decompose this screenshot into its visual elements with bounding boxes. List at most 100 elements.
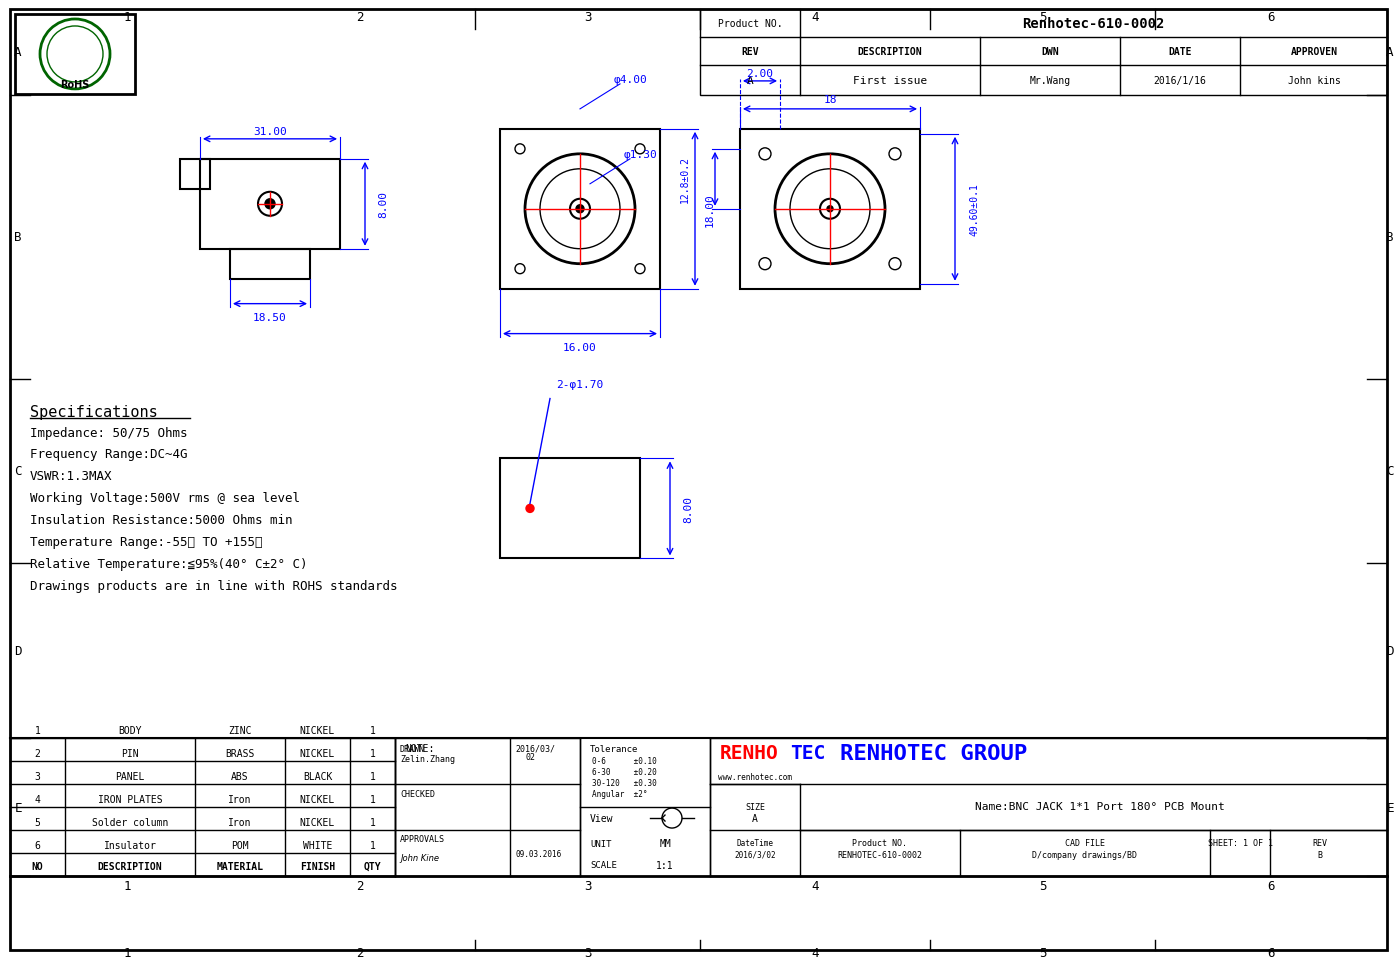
Text: Drawings products are in line with ROHS standards: Drawings products are in line with ROHS …	[29, 579, 398, 593]
Bar	[200, 160, 339, 250]
Text: 1: 1	[370, 840, 376, 850]
Text: 2016/3/02: 2016/3/02	[735, 850, 775, 858]
Text: 3: 3	[35, 772, 41, 781]
Text: Insulator: Insulator	[103, 840, 156, 850]
Text: 2016/03/: 2016/03/	[515, 744, 555, 752]
Text: 8.00: 8.00	[379, 191, 388, 218]
Text: Iron: Iron	[228, 794, 251, 804]
Text: 3: 3	[584, 879, 591, 893]
Text: 09.03.2016: 09.03.2016	[515, 849, 562, 857]
Bar	[500, 130, 659, 289]
Text: RoHS: RoHS	[60, 80, 89, 89]
Text: 4: 4	[812, 879, 819, 893]
Text: APPROVEN: APPROVEN	[1291, 47, 1337, 57]
Text: 3: 3	[584, 947, 591, 959]
Text: 18: 18	[823, 95, 837, 105]
Text: 5: 5	[1039, 12, 1046, 24]
Text: B: B	[1386, 231, 1394, 244]
Circle shape	[827, 207, 833, 212]
Text: DRAWN: DRAWN	[400, 744, 425, 752]
Text: 2: 2	[356, 12, 363, 24]
Text: 2: 2	[356, 879, 363, 893]
Text: 6: 6	[1267, 12, 1274, 24]
Text: Name:BNC JACK 1*1 Port 180° PCB Mount: Name:BNC JACK 1*1 Port 180° PCB Mount	[975, 801, 1225, 811]
Text: 18.50: 18.50	[253, 312, 286, 322]
Text: 4: 4	[812, 12, 819, 24]
Text: 1: 1	[370, 794, 376, 804]
Text: PANEL: PANEL	[116, 772, 145, 781]
Text: NICKEL: NICKEL	[300, 794, 335, 804]
Text: View: View	[590, 813, 613, 824]
Text: REV: REV	[742, 47, 759, 57]
Text: Temperature Range:-55℃ TO +155℃: Temperature Range:-55℃ TO +155℃	[29, 536, 263, 549]
Text: NICKEL: NICKEL	[300, 817, 335, 827]
Text: 49.60±0.1: 49.60±0.1	[970, 184, 981, 236]
Text: E: E	[14, 801, 22, 814]
Text: 5: 5	[35, 817, 41, 827]
Text: 16.00: 16.00	[563, 342, 597, 353]
Text: SHEET: 1 OF 1: SHEET: 1 OF 1	[1207, 838, 1273, 847]
Text: 8.00: 8.00	[683, 496, 693, 523]
Text: Zelin.Zhang: Zelin.Zhang	[400, 753, 455, 763]
Text: Frequency Range:DC~4G: Frequency Range:DC~4G	[29, 448, 187, 461]
Text: 1: 1	[370, 726, 376, 735]
Text: ABS: ABS	[231, 772, 249, 781]
Text: 6: 6	[1267, 879, 1274, 893]
Text: 5: 5	[1039, 947, 1046, 959]
Text: DESCRIPTION: DESCRIPTION	[858, 47, 922, 57]
Text: WHITE: WHITE	[303, 840, 332, 850]
Bar	[740, 130, 921, 289]
Text: DWN: DWN	[1041, 47, 1059, 57]
Text: Product NO.: Product NO.	[852, 838, 908, 847]
Text: 02: 02	[525, 752, 535, 761]
Text: CAD FILE: CAD FILE	[1065, 838, 1105, 847]
Text: DESCRIPTION: DESCRIPTION	[98, 861, 162, 871]
Text: 0-6      ±0.10: 0-6 ±0.10	[592, 756, 657, 765]
Text: SCALE: SCALE	[590, 861, 617, 870]
Text: 1: 1	[35, 726, 41, 735]
Text: D/company drawings/BD: D/company drawings/BD	[1032, 850, 1137, 858]
Bar	[15, 15, 136, 95]
Text: First issue: First issue	[854, 76, 928, 86]
Text: A: A	[752, 813, 759, 824]
Text: 1: 1	[370, 817, 376, 827]
Circle shape	[265, 200, 275, 209]
Text: 31.00: 31.00	[253, 127, 286, 136]
Circle shape	[527, 505, 534, 513]
Text: Product NO.: Product NO.	[718, 19, 782, 29]
Text: B: B	[14, 231, 22, 244]
Text: φ4.00: φ4.00	[613, 75, 647, 85]
Bar	[500, 459, 640, 558]
Text: Working Voltage:500V rms @ sea level: Working Voltage:500V rms @ sea level	[29, 492, 300, 505]
Text: BODY: BODY	[119, 726, 141, 735]
Text: QTY: QTY	[363, 861, 381, 871]
Text: D: D	[14, 645, 22, 657]
Text: 12.8±0.2: 12.8±0.2	[680, 156, 690, 203]
Text: POM: POM	[231, 840, 249, 850]
Text: A: A	[1386, 46, 1394, 60]
Text: UNIT: UNIT	[590, 839, 612, 848]
Text: NICKEL: NICKEL	[300, 726, 335, 735]
Text: RENHOTEC-610-0002: RENHOTEC-610-0002	[837, 850, 922, 858]
Text: ZINC: ZINC	[228, 726, 251, 735]
Text: A: A	[14, 46, 22, 60]
Text: DateTime: DateTime	[736, 838, 774, 847]
Text: CHECKED: CHECKED	[400, 789, 434, 798]
Text: 1: 1	[370, 772, 376, 781]
Text: RENHOTEC GROUP: RENHOTEC GROUP	[840, 744, 1027, 763]
Text: 6: 6	[35, 840, 41, 850]
Text: A: A	[746, 76, 753, 86]
Text: VSWR:1.3MAX: VSWR:1.3MAX	[29, 470, 113, 483]
Text: C: C	[1386, 465, 1394, 478]
Text: Impedance: 50/75 Ohms: Impedance: 50/75 Ohms	[29, 426, 187, 439]
Text: TEC: TEC	[789, 744, 826, 762]
Bar	[180, 160, 210, 189]
Text: APPROVALS: APPROVALS	[400, 833, 446, 843]
Text: 2016/1/16: 2016/1/16	[1154, 76, 1207, 86]
Text: 2.00: 2.00	[746, 69, 774, 79]
Text: BRASS: BRASS	[225, 749, 254, 758]
Text: RENHO: RENHO	[719, 744, 778, 762]
Text: Tolerance: Tolerance	[590, 744, 638, 752]
Text: MATERIAL: MATERIAL	[217, 861, 264, 871]
Text: 1: 1	[370, 749, 376, 758]
